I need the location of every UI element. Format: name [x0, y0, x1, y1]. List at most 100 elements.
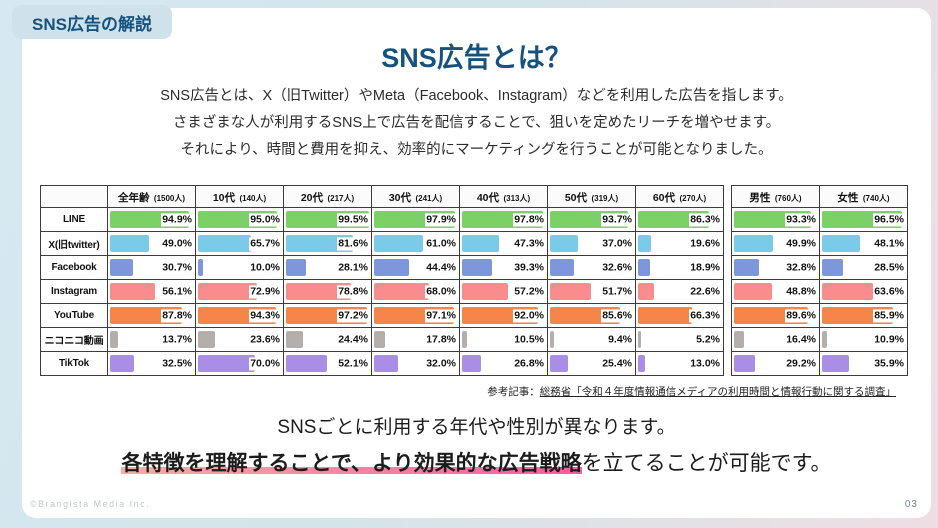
usage-value: 32.0% — [425, 356, 457, 371]
usage-value: 48.1% — [873, 236, 905, 251]
usage-cell: 97.8% — [459, 207, 548, 232]
usage-cell: 32.8% — [731, 255, 820, 280]
usage-value: 51.7% — [601, 284, 633, 299]
usage-value: 47.3% — [513, 236, 545, 251]
usage-bar — [198, 355, 255, 372]
column-header: 20代 (217人) — [283, 185, 372, 208]
usage-value: 72.9% — [249, 284, 281, 299]
usage-value: 17.8% — [425, 332, 457, 347]
usage-cell: 32.6% — [547, 255, 636, 280]
usage-bar — [374, 283, 430, 300]
usage-bar — [462, 259, 493, 276]
usage-bar — [638, 259, 651, 276]
usage-value: 89.6% — [785, 308, 817, 323]
usage-value: 28.5% — [873, 260, 905, 275]
usage-cell: 63.6% — [819, 279, 908, 304]
usage-cell: 24.4% — [283, 327, 372, 352]
column-header: 男性 (760人) — [731, 185, 820, 208]
usage-cell: 19.6% — [635, 231, 724, 256]
usage-bar — [638, 355, 646, 372]
usage-value: 70.0% — [249, 356, 281, 371]
row-label: Facebook — [40, 255, 108, 280]
usage-value: 97.1% — [425, 308, 457, 323]
usage-value: 85.9% — [873, 308, 905, 323]
usage-cell: 94.3% — [195, 303, 284, 328]
usage-value: 39.3% — [513, 260, 545, 275]
usage-value: 97.8% — [513, 212, 545, 227]
usage-value: 37.0% — [601, 236, 633, 251]
row-label: X(旧twitter) — [40, 231, 108, 256]
usage-cell: 99.5% — [283, 207, 372, 232]
conclusion-line-1: SNSごとに利用する年代や性別が異なります。 — [277, 417, 676, 438]
usage-cell: 32.5% — [107, 351, 196, 376]
usage-bar — [822, 283, 874, 300]
usage-value: 44.4% — [425, 260, 457, 275]
table-header-row: 男性 (760人) 女性 (740人) — [731, 185, 908, 208]
usage-value: 19.6% — [689, 236, 721, 251]
usage-value: 63.6% — [873, 284, 905, 299]
reference-prefix: 参考記事： — [487, 386, 540, 398]
usage-cell: 47.3% — [459, 231, 548, 256]
usage-value: 35.9% — [873, 356, 905, 371]
usage-cell: 81.6% — [283, 231, 372, 256]
usage-value: 26.8% — [513, 356, 545, 371]
usage-cell: 16.4% — [731, 327, 820, 352]
intro-line-2: さまざまな人が利用するSNS上で広告を配信することで、狙いを定めたリーチを増やせ… — [172, 115, 781, 131]
slide-tag-label: SNS広告の解説 — [32, 14, 152, 34]
usage-cell: 10.0% — [195, 255, 284, 280]
usage-cell: 96.5% — [819, 207, 908, 232]
usage-value: 13.0% — [689, 356, 721, 371]
usage-cell: 52.1% — [283, 351, 372, 376]
usage-value: 10.9% — [873, 332, 905, 347]
usage-cell: 30.7% — [107, 255, 196, 280]
table-header-row: 全年齢 (1500人) 10代 (140人) 20代 (217人) 30代 (241人… — [40, 185, 724, 208]
usage-bar — [550, 331, 555, 348]
usage-cell: 61.0% — [371, 231, 460, 256]
usage-cell: 85.9% — [819, 303, 908, 328]
usage-cell: 23.6% — [195, 327, 284, 352]
usage-cell: 49.9% — [731, 231, 820, 256]
table-row: LINE 94.9% 95.0% 99.5% 97.9% 97.8% 93.7% 86.3% — [40, 207, 724, 232]
usage-cell: 35.9% — [819, 351, 908, 376]
usage-bar — [110, 331, 118, 348]
usage-cell: 18.9% — [635, 255, 724, 280]
usage-value: 22.6% — [689, 284, 721, 299]
usage-value: 56.1% — [161, 284, 193, 299]
usage-tables: 全年齢 (1500人) 10代 (140人) 20代 (217人) 30代 (241人… — [40, 185, 931, 376]
usage-value: 86.3% — [689, 212, 721, 227]
usage-bar — [374, 259, 409, 276]
usage-bar — [734, 331, 745, 348]
usage-bar — [286, 331, 304, 348]
usage-value: 29.2% — [785, 356, 817, 371]
usage-cell: 28.5% — [819, 255, 908, 280]
usage-cell: 78.8% — [283, 279, 372, 304]
usage-value: 94.3% — [249, 308, 281, 323]
usage-cell: 10.5% — [459, 327, 548, 352]
usage-value: 49.9% — [785, 236, 817, 251]
usage-cell: 51.7% — [547, 279, 636, 304]
intro-text: SNS広告とは、X（旧Twitter）やMeta（Facebook、Instag… — [22, 83, 931, 164]
usage-bar — [374, 235, 424, 252]
column-header: 10代 (140人) — [195, 185, 284, 208]
reference-link[interactable]: 総務省「令和４年度情報通信メディアの利用時間と情報行動に関する調査」 — [539, 386, 896, 398]
usage-cell: 10.9% — [819, 327, 908, 352]
usage-value: 78.8% — [337, 284, 369, 299]
usage-cell: 13.7% — [107, 327, 196, 352]
usage-bar — [734, 355, 756, 372]
usage-value: 28.1% — [337, 260, 369, 275]
usage-cell: 48.8% — [731, 279, 820, 304]
table-row: 16.4% 10.9% — [731, 327, 908, 352]
usage-bar — [110, 259, 133, 276]
usage-bar — [822, 355, 850, 372]
usage-cell: 72.9% — [195, 279, 284, 304]
table-row: Facebook 30.7% 10.0% 28.1% 44.4% 39.3% 32.6% 18… — [40, 255, 724, 280]
table-row: 29.2% 35.9% — [731, 351, 908, 376]
table-row: TikTok 32.5% 70.0% 52.1% 32.0% 26.8% 25.4% 13.0… — [40, 351, 724, 376]
usage-value: 85.6% — [601, 308, 633, 323]
usage-bar — [462, 331, 468, 348]
usage-bar — [462, 235, 500, 252]
column-header: 40代 (313人) — [459, 185, 548, 208]
usage-cell: 17.8% — [371, 327, 460, 352]
column-header: 60代 (270人) — [635, 185, 724, 208]
